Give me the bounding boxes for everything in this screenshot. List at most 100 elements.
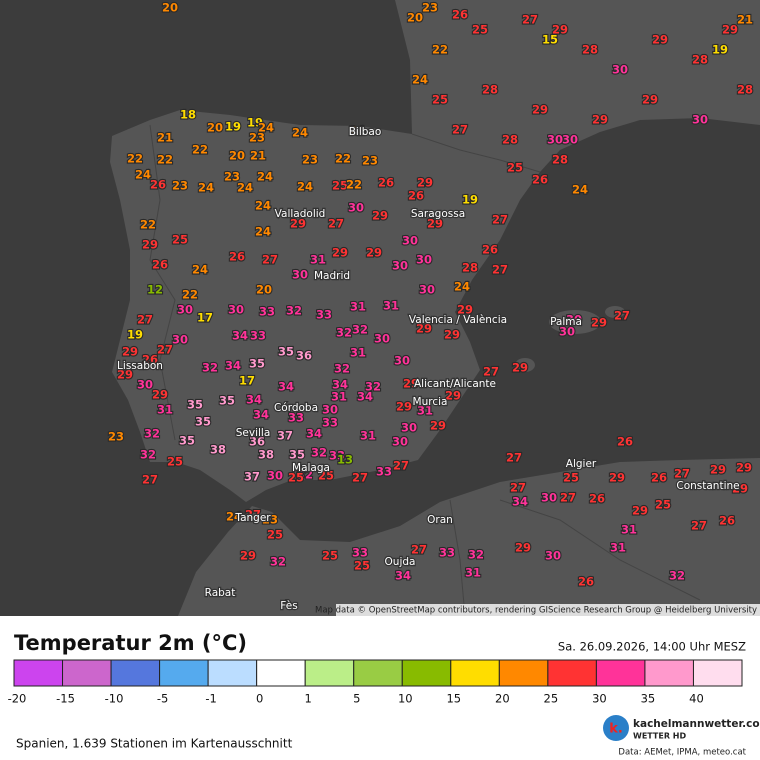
station-temp: 23 bbox=[224, 170, 240, 184]
station-temp: 30 bbox=[172, 333, 188, 347]
station-temp: 32 bbox=[334, 362, 350, 376]
station-temp: 32 bbox=[468, 548, 484, 562]
station-temp: 26 bbox=[617, 435, 633, 449]
legend-swatch bbox=[207, 659, 258, 687]
station-temp: 25 bbox=[172, 233, 188, 247]
station-temp: 28 bbox=[582, 43, 598, 57]
station-temp: 26 bbox=[142, 353, 158, 367]
station-temp: 24 bbox=[257, 170, 273, 184]
station-temp: 29 bbox=[117, 368, 133, 382]
brand-sub: WETTER HD bbox=[633, 732, 686, 741]
station-temp: 31 bbox=[465, 566, 481, 580]
station-temp: 19 bbox=[247, 116, 263, 130]
station-temp: 26 bbox=[452, 8, 468, 22]
station-temp: 30 bbox=[541, 491, 557, 505]
station-temp: 32 bbox=[286, 304, 302, 318]
station-temp: 30 bbox=[137, 378, 153, 392]
city-label: Lissabon bbox=[117, 360, 163, 372]
station-temp: 33 bbox=[288, 411, 304, 425]
station-temp: 24 bbox=[255, 225, 271, 239]
station-temp: 34 bbox=[278, 380, 294, 394]
station-temp: 37 bbox=[244, 470, 260, 484]
station-temp: 24 bbox=[192, 263, 208, 277]
city-label: Oujda bbox=[385, 556, 416, 568]
station-temp: 29 bbox=[736, 461, 752, 475]
station-temp: 35 bbox=[179, 434, 195, 448]
station-temp: 29 bbox=[591, 316, 607, 330]
station-temp: 29 bbox=[142, 238, 158, 252]
station-temp: 30 bbox=[612, 63, 628, 77]
station-temp: 31 bbox=[610, 541, 626, 555]
station-temp: 26 bbox=[150, 178, 166, 192]
station-temp: 24 bbox=[412, 73, 428, 87]
station-temp: 36 bbox=[296, 349, 312, 363]
station-temp: 23 bbox=[262, 513, 278, 527]
station-temp: 30 bbox=[562, 133, 578, 147]
station-temp: 27 bbox=[492, 213, 508, 227]
legend-swatch bbox=[110, 659, 161, 687]
station-temp: 28 bbox=[737, 83, 753, 97]
logo bbox=[603, 715, 629, 741]
station-temp: 27 bbox=[157, 343, 173, 357]
station-temp: 33 bbox=[329, 449, 345, 463]
station-temp: 29 bbox=[445, 389, 461, 403]
station-temp: 32 bbox=[270, 555, 286, 569]
station-temp: 29 bbox=[632, 504, 648, 518]
station-temp: 35 bbox=[289, 448, 305, 462]
station-temp: 29 bbox=[722, 23, 738, 37]
legend-swatch bbox=[644, 659, 694, 687]
legend-swatch bbox=[353, 659, 403, 687]
station-temp: 27 bbox=[262, 253, 278, 267]
city-label: Alicant/Alicante bbox=[414, 378, 496, 390]
station-temp: 34 bbox=[232, 329, 248, 343]
station-temp: 25 bbox=[322, 549, 338, 563]
station-temp: 29 bbox=[532, 103, 548, 117]
station-temp: 35 bbox=[187, 398, 203, 412]
station-temp: 27 bbox=[560, 491, 576, 505]
station-temp: 28 bbox=[462, 261, 478, 275]
station-temp: 18 bbox=[180, 108, 196, 122]
station-temp: 23 bbox=[302, 153, 318, 167]
station-temp: 31 bbox=[621, 523, 637, 537]
brand: kachelmannwetter.com bbox=[633, 718, 760, 730]
legend-label: 5 bbox=[353, 692, 360, 706]
station-temp: 27 bbox=[245, 508, 261, 522]
legend-label: -15 bbox=[56, 692, 75, 706]
station-temp: 38 bbox=[210, 443, 226, 457]
station-temp: 29 bbox=[642, 93, 658, 107]
station-temp: 30 bbox=[394, 354, 410, 368]
station-temp: 27 bbox=[691, 519, 707, 533]
station-temp: 23 bbox=[422, 1, 438, 15]
station-temp: 21 bbox=[737, 13, 753, 27]
legend-swatch bbox=[498, 659, 549, 687]
station-temp: 29 bbox=[515, 541, 531, 555]
station-temp: 25 bbox=[655, 498, 671, 512]
station-temp: 33 bbox=[250, 329, 266, 343]
title: Temperatur 2m (°C) bbox=[14, 631, 247, 655]
legend-label: 40 bbox=[689, 692, 704, 706]
legend-swatch bbox=[547, 659, 597, 687]
station-temp: 29 bbox=[417, 176, 433, 190]
station-temp: 27 bbox=[483, 365, 499, 379]
station-temp: 30 bbox=[547, 133, 563, 147]
station-temp: 23 bbox=[249, 131, 265, 145]
station-temp: 27 bbox=[142, 473, 158, 487]
station-temp: 29 bbox=[609, 471, 625, 485]
station-temp: 30 bbox=[419, 283, 435, 297]
legend-label: -1 bbox=[205, 692, 216, 706]
timestamp: Sa. 26.09.2026, 14:00 Uhr MESZ bbox=[558, 640, 746, 654]
station-temp: 28 bbox=[502, 133, 518, 147]
station-temp: 26 bbox=[152, 258, 168, 272]
island-ibiza bbox=[515, 358, 535, 372]
station-temp: 35 bbox=[195, 415, 211, 429]
station-temp: 20 bbox=[162, 1, 178, 15]
city-label: Valencia / València bbox=[409, 314, 507, 326]
city-label: Palma bbox=[550, 316, 582, 328]
station-temp: 19 bbox=[225, 120, 241, 134]
station-temp: 32 bbox=[336, 326, 352, 340]
city-label: Constantine bbox=[676, 480, 739, 492]
station-temp: 33 bbox=[259, 305, 275, 319]
city-label: Córdoba bbox=[274, 402, 318, 414]
station-temp: 20 bbox=[229, 149, 245, 163]
